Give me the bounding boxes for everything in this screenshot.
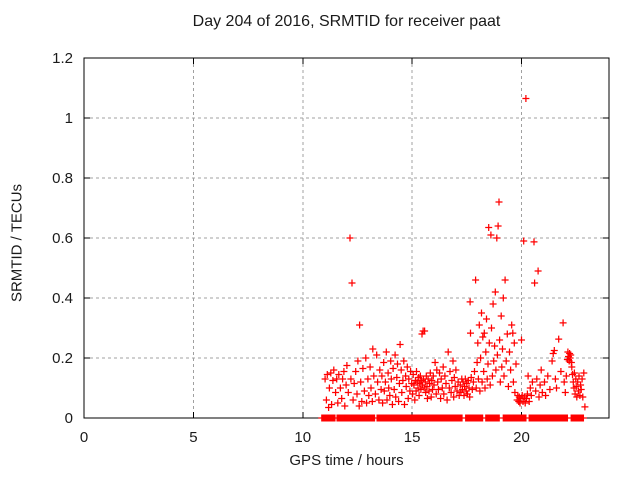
svg-text:0: 0	[80, 429, 88, 446]
svg-text:1.2: 1.2	[52, 50, 73, 67]
svg-text:0: 0	[65, 410, 73, 427]
svg-text:15: 15	[404, 429, 421, 446]
scatter-markers	[318, 95, 589, 422]
svg-text:0.2: 0.2	[52, 350, 73, 367]
svg-text:10: 10	[294, 429, 311, 446]
svg-text:1: 1	[65, 110, 73, 127]
y-axis-label: SRMTID / TECUs	[8, 183, 26, 303]
svg-text:5: 5	[189, 429, 197, 446]
x-tick-labels: 0 5 10 15 20	[80, 429, 530, 446]
svg-text:0.4: 0.4	[52, 290, 73, 307]
grid-lines	[84, 58, 609, 418]
chart-title: Day 204 of 2016, SRMTID for receiver paa…	[192, 13, 501, 30]
svg-text:0.8: 0.8	[52, 170, 73, 187]
svg-text:20: 20	[513, 429, 530, 446]
svg-text:0.6: 0.6	[52, 230, 73, 247]
x-axis-label: GPS time / hours	[289, 452, 404, 469]
y-tick-labels: 0 0.2 0.4 0.6 0.8 1 1.2	[52, 50, 73, 427]
